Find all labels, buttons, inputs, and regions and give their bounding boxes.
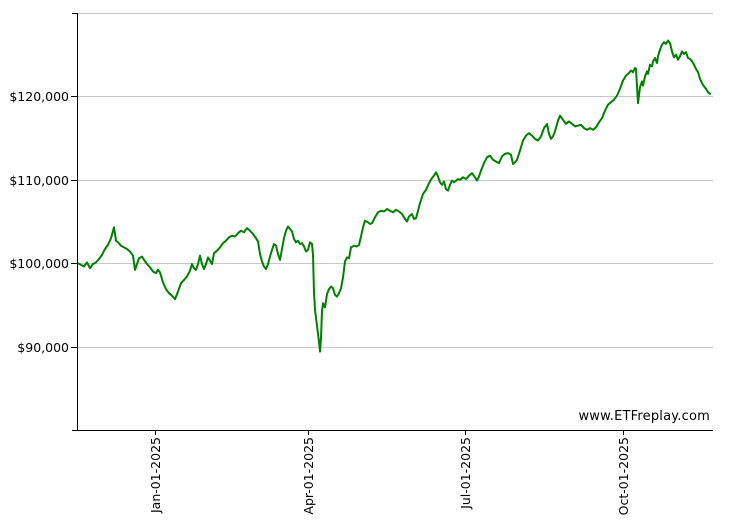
x-axis-label: Oct-01-2025	[616, 437, 631, 515]
x-axis-label: Jan-01-2025	[148, 437, 163, 514]
price-line-series	[77, 39, 711, 353]
x-axis-label: Jul-01-2025	[458, 437, 473, 510]
watermark-label: www.ETFreplay.com	[578, 409, 710, 424]
y-axis-label: $100,000	[9, 256, 69, 271]
y-axis-label: $120,000	[9, 89, 69, 104]
y-axis-label: $90,000	[17, 340, 69, 355]
x-axis-label: Apr-01-2025	[301, 437, 316, 515]
y-axis-label: $110,000	[9, 173, 69, 188]
